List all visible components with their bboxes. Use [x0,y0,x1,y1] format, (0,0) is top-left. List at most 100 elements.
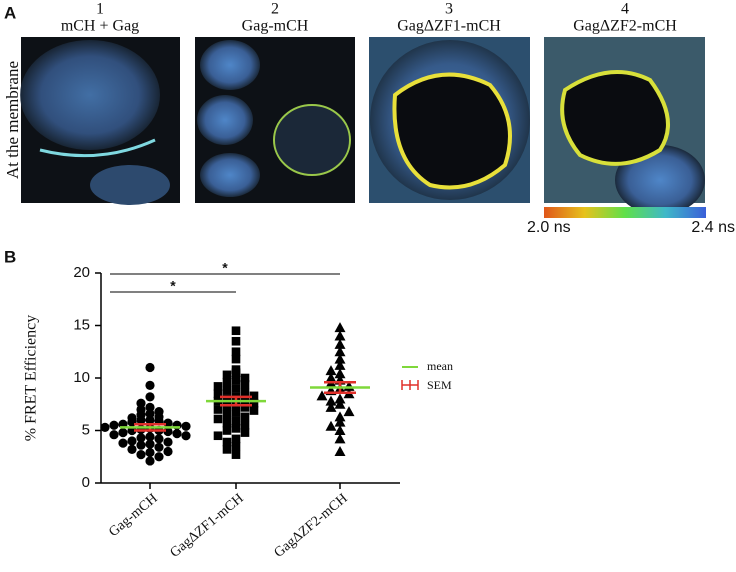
column-number: 4 [621,1,629,18]
data-point [334,416,346,427]
y-tick-label: 5 [82,421,90,438]
data-point [325,395,337,406]
data-point [172,429,182,439]
data-point [334,346,346,357]
data-point [145,415,155,425]
column-title: GagΔZF1-mCH [397,18,501,35]
data-point [316,390,328,401]
data-point [222,394,232,404]
data-point [231,347,241,357]
data-point [231,424,241,433]
x-tick-label: Gag-mCH [106,491,160,540]
y-tick-label: 0 [82,474,90,491]
data-point [231,375,241,385]
data-point [100,422,110,432]
data-point [154,442,164,452]
data-point [240,412,250,422]
data-point [213,431,223,441]
x-tick-label: GagΔZF1-mCH [168,491,247,561]
data-point [325,372,337,383]
data-point [231,384,241,393]
data-point [145,392,155,402]
data-point [334,433,346,444]
data-point [325,420,337,431]
data-point [334,411,346,422]
data-point [249,406,259,415]
data-point [240,428,250,437]
data-point [136,433,146,443]
data-point [334,353,346,364]
data-point [231,408,241,417]
data-point [118,428,128,438]
data-point [240,388,250,397]
data-point [231,434,241,444]
data-point [181,431,191,441]
data-point [145,362,155,373]
data-point [109,420,119,430]
column-number: 3 [445,1,453,18]
data-point [240,380,250,389]
data-point [145,432,155,442]
data-point [136,415,146,425]
data-point [334,359,346,370]
data-point [213,389,223,399]
data-point [334,322,346,333]
data-point [222,377,232,387]
data-point [231,368,241,378]
data-point [222,418,232,428]
x-tick-label: GagΔZF2-mCH [272,491,351,561]
data-point [118,438,128,448]
data-point [231,441,241,451]
data-point [222,386,232,395]
column-number: 1 [96,1,104,18]
data-point [145,447,155,458]
y-tick-label: 15 [73,316,90,333]
column-title: GagΔZF2-mCH [573,18,677,35]
micrograph [544,37,705,215]
data-point [222,426,232,435]
data-point [231,416,241,426]
data-point [334,425,346,435]
data-point [163,437,173,447]
data-point [127,436,137,446]
significance-label: * [222,260,228,276]
data-point [145,456,155,466]
legend-swatch [401,380,419,390]
data-point [240,403,250,412]
data-point [334,330,346,341]
data-point [163,446,173,457]
column-title: Gag-mCH [242,18,309,35]
row-label: At the membrane [3,61,22,179]
data-point [145,439,155,449]
data-point [213,405,223,414]
data-point [145,380,155,390]
column-title: mCH + Gag [61,18,139,35]
data-point [145,409,155,419]
data-point [231,450,241,459]
data-point [222,410,232,420]
colorbar-min: 2.0 ns [527,219,571,236]
data-point [240,373,250,383]
panel-label: B [4,247,16,266]
legend-label: mean [427,359,453,373]
data-point [325,365,337,376]
panel-label: A [4,3,16,22]
data-point [249,398,259,408]
significance-label: * [170,278,176,294]
y-axis-label: % FRET Efficiency [23,315,40,442]
data-point [154,434,164,444]
colorbar [544,207,706,218]
data-point [231,354,241,364]
data-point [222,437,232,447]
colorbar-max: 2.4 ns [691,219,735,236]
data-point [213,414,223,424]
data-point [145,402,155,412]
data-point [109,430,119,440]
data-point [231,326,241,336]
micrograph [369,37,530,203]
data-point [334,393,346,404]
data-point [249,391,259,401]
data-point [240,420,250,430]
